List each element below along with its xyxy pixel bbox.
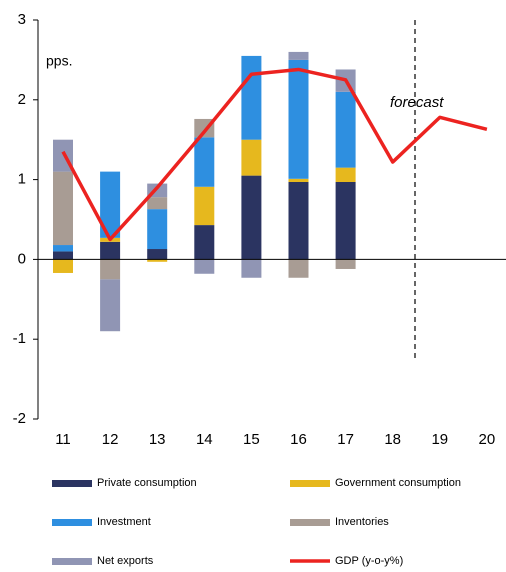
bar-segment: [100, 241, 121, 260]
x-tick-label: 11: [55, 431, 71, 448]
y-tick-label: 3: [18, 11, 26, 28]
bar-segment: [53, 171, 73, 246]
bar-segment: [194, 259, 215, 274]
bar-segment: [194, 225, 215, 260]
bar-segment: [335, 167, 356, 182]
legend-label: Inventories: [335, 516, 389, 528]
bar-segment: [335, 91, 356, 168]
bar-segment: [53, 251, 73, 260]
bar-segment: [100, 259, 121, 280]
legend-label: Investment: [97, 516, 151, 528]
y-tick-label: 2: [18, 91, 26, 108]
bar-segment: [241, 139, 262, 176]
x-tick-label: 16: [290, 431, 307, 448]
x-tick-label: 12: [102, 431, 119, 448]
y-tick-label: -2: [13, 410, 26, 427]
x-tick-label: 19: [431, 431, 448, 448]
bar-segment: [241, 175, 262, 260]
legend-label: Government consumption: [335, 477, 461, 489]
y-tick-label: 1: [18, 171, 26, 188]
legend-swatch: [52, 519, 92, 526]
bar-segment: [241, 259, 262, 278]
bar-segment: [288, 178, 309, 182]
bar-segment: [194, 137, 215, 187]
legend-label: Net exports: [97, 555, 154, 567]
forecast-annotation: forecast: [390, 94, 444, 111]
x-tick-label: 17: [337, 431, 354, 448]
x-tick-label: 13: [149, 431, 166, 448]
bar-segment: [147, 197, 168, 210]
bar-segment: [53, 245, 73, 252]
bar-segment: [147, 209, 168, 250]
bar-segment: [335, 181, 356, 260]
y-tick-label: 0: [18, 250, 26, 267]
y-tick-label: -1: [13, 330, 26, 347]
bar-segment: [100, 279, 121, 332]
gdp-line: [61, 67, 488, 242]
x-tick-label: 15: [243, 431, 260, 448]
unit-label: pps.: [46, 53, 72, 69]
bar-segment: [288, 51, 309, 60]
x-tick-label: 14: [196, 431, 213, 448]
bar-segment: [288, 181, 309, 260]
legend-swatch: [290, 519, 330, 526]
legend-swatch: [290, 480, 330, 487]
bar-segment: [288, 259, 309, 278]
bar-segment: [335, 259, 356, 269]
legend-swatch: [52, 558, 92, 565]
x-tick-label: 18: [384, 431, 401, 448]
bar-segment: [147, 249, 168, 260]
bar-segment: [53, 259, 73, 273]
x-tick-label: 20: [479, 431, 496, 448]
bar-segment: [147, 259, 168, 262]
bar-segment: [100, 171, 121, 238]
legend-swatch: [52, 480, 92, 487]
legend-label: GDP (y-o-y%): [335, 555, 403, 567]
bar-segment: [194, 186, 215, 226]
bar-segment: [288, 59, 309, 179]
bar-segment: [241, 55, 262, 140]
legend-label: Private consumption: [97, 477, 197, 489]
